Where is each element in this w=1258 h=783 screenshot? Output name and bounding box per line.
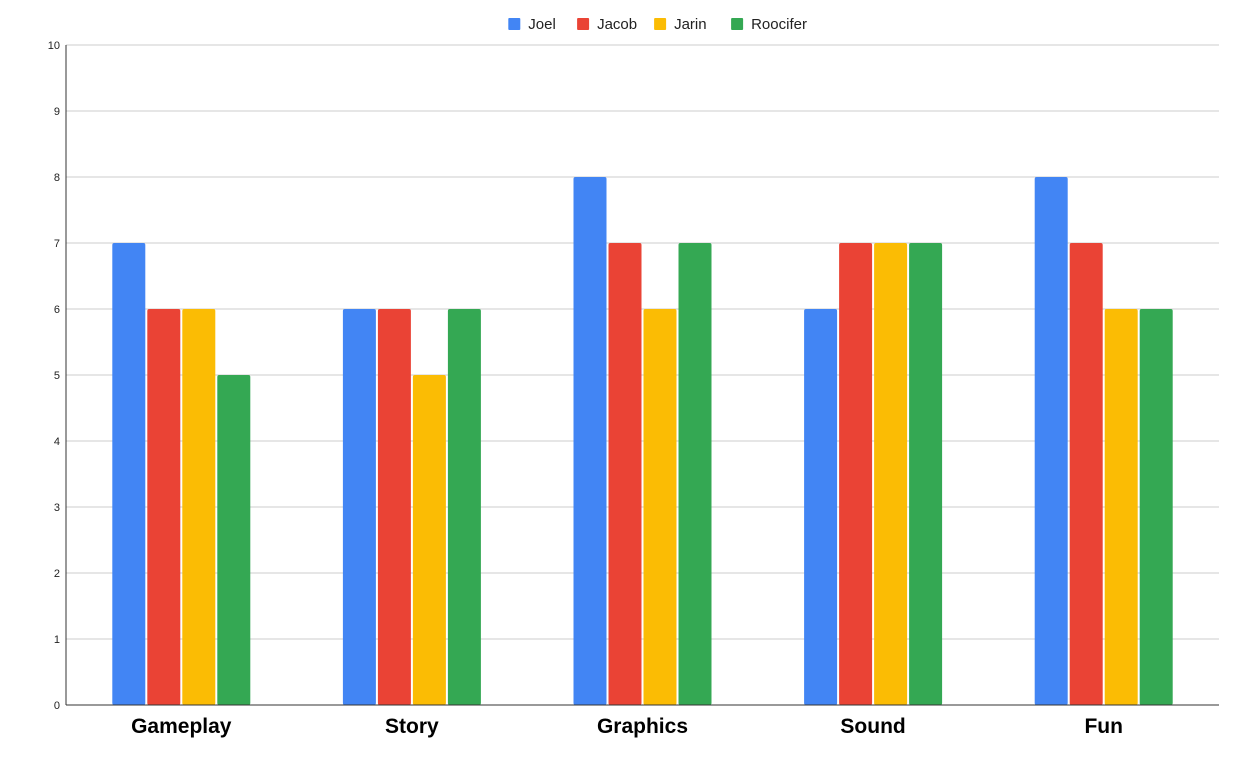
legend-label: Jarin <box>674 16 707 33</box>
legend-label: Roocifer <box>751 16 807 33</box>
bar-jacob-sound <box>839 243 873 705</box>
legend-label: Jacob <box>597 16 637 33</box>
bar-jacob-gameplay <box>147 309 181 705</box>
bar-jacob-story <box>377 309 411 705</box>
x-tick-label: Graphics <box>597 715 688 738</box>
bar-joel-fun <box>1034 177 1068 705</box>
bar-jarin-sound <box>874 243 908 705</box>
bar-jarin-fun <box>1104 309 1138 705</box>
y-tick-label: 9 <box>54 106 60 118</box>
x-tick-label: Sound <box>840 715 905 738</box>
x-axis: Gameplay Story Graphics Sound Fun <box>131 715 1123 738</box>
bar-jarin-gameplay <box>182 309 216 705</box>
legend-label: Joel <box>528 16 556 33</box>
bar-jacob-fun <box>1069 243 1103 705</box>
y-tick-label: 10 <box>48 40 60 52</box>
bar-roocifer-fun <box>1139 309 1173 705</box>
y-tick-label: 0 <box>54 700 60 712</box>
legend-item-jarin: Jarin <box>654 16 707 33</box>
y-tick-label: 2 <box>54 568 60 580</box>
y-tick-label: 4 <box>54 436 60 448</box>
bar-joel-graphics <box>573 177 607 705</box>
y-tick-label: 5 <box>54 370 60 382</box>
legend-swatch <box>577 18 590 30</box>
bars <box>112 177 1173 705</box>
y-tick-label: 7 <box>54 238 60 250</box>
x-tick-label: Story <box>385 715 439 738</box>
legend: Joel Jacob Jarin Roocifer <box>508 16 807 33</box>
legend-swatch <box>508 18 521 30</box>
bar-joel-story <box>342 309 376 705</box>
y-tick-label: 1 <box>54 634 60 646</box>
y-tick-label: 8 <box>54 172 60 184</box>
legend-swatch <box>731 18 744 30</box>
bar-roocifer-sound <box>909 243 943 705</box>
legend-swatch <box>654 18 667 30</box>
legend-item-jacob: Jacob <box>577 16 637 33</box>
gridlines <box>66 44 1219 640</box>
bar-roocifer-gameplay <box>217 375 251 705</box>
bar-joel-sound <box>804 309 838 705</box>
x-tick-label: Gameplay <box>131 715 232 738</box>
x-tick-label: Fun <box>1084 715 1122 738</box>
legend-item-joel: Joel <box>508 16 556 33</box>
y-axis: 0 1 2 3 4 5 6 7 8 9 10 <box>48 40 60 712</box>
bar-jacob-graphics <box>608 243 642 705</box>
bar-jarin-story <box>412 375 446 705</box>
legend-item-roocifer: Roocifer <box>731 16 807 33</box>
bar-jarin-graphics <box>643 309 677 705</box>
y-tick-label: 6 <box>54 304 60 316</box>
bar-roocifer-graphics <box>678 243 712 705</box>
y-tick-label: 3 <box>54 502 60 514</box>
bar-roocifer-story <box>447 309 481 705</box>
bar-joel-gameplay <box>112 243 146 705</box>
axes <box>65 45 1219 706</box>
